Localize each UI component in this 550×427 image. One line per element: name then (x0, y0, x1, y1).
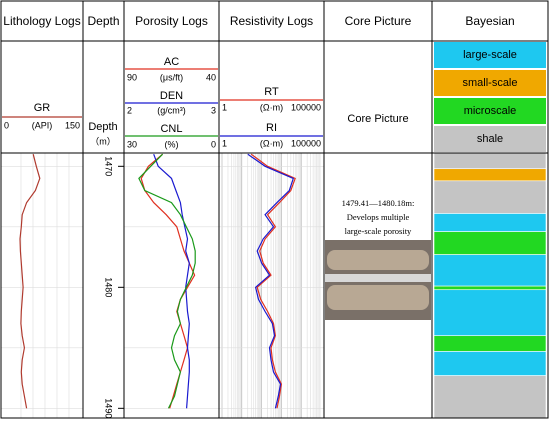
core-caption: 1479.41—1480.18m: (342, 198, 415, 208)
scale-max: 0 (211, 139, 216, 149)
legend-label: microscale (464, 105, 517, 117)
curve-name: RI (266, 122, 277, 134)
legend-box (434, 98, 546, 124)
frame (0, 0, 549, 419)
legend-box (434, 70, 546, 96)
scale-min: 1 (222, 102, 227, 112)
core-tray (325, 274, 431, 282)
legend-label: shale (477, 133, 503, 145)
facies-interval (433, 285, 547, 291)
curve-name: CNL (160, 123, 182, 135)
curve-name: RT (264, 86, 279, 98)
curve-unit: (Ω·m) (260, 138, 283, 148)
column-header: Bayesian (465, 14, 514, 28)
column-header: Depth (87, 14, 119, 28)
depth-tick-label: 1470 (104, 156, 114, 176)
core-sample (327, 285, 429, 310)
legend-box (434, 42, 546, 68)
log-curve (153, 153, 190, 409)
log-curve (19, 154, 41, 409)
core-title: Core Picture (347, 113, 408, 125)
facies-interval (433, 213, 547, 232)
scale-max: 40 (206, 72, 216, 82)
log-curve (250, 153, 296, 409)
facies-interval (433, 180, 547, 214)
core-caption: large-scale porosity (345, 226, 412, 236)
legend-label: large-scale (463, 49, 517, 61)
facies-interval (433, 375, 547, 419)
facies-interval (433, 289, 547, 337)
scale-max: 150 (65, 120, 80, 130)
facies-interval (433, 231, 547, 255)
log-curve (138, 153, 196, 409)
scale-max: 100000 (291, 138, 321, 148)
curve-name: DEN (160, 90, 183, 102)
column-header: Resistivity Logs (230, 14, 313, 28)
log-curve (140, 153, 196, 409)
core-sample (327, 250, 429, 270)
facies-interval (433, 335, 547, 352)
scale-min: 30 (127, 139, 137, 149)
legend-box (434, 126, 546, 152)
scale-max: 100000 (291, 102, 321, 112)
column-header: Core Picture (345, 14, 412, 28)
facies-interval (433, 152, 547, 170)
scale-min: 0 (4, 120, 9, 130)
curve-name: AC (164, 56, 179, 68)
scale-min: 2 (127, 105, 132, 115)
facies-interval (433, 168, 547, 182)
column-header: Lithology Logs (3, 14, 80, 28)
curve-unit: (Ω·m) (260, 102, 283, 112)
depth-tick-label: 1490 (104, 398, 114, 418)
curve-unit: (g/cm³) (157, 105, 186, 115)
facies-interval (433, 254, 547, 287)
log-curve (247, 153, 295, 409)
facies-interval (433, 351, 547, 376)
depth-unit: （m） (90, 136, 116, 146)
scale-max: 3 (211, 105, 216, 115)
scale-min: 90 (127, 72, 137, 82)
curve-name: GR (34, 102, 51, 114)
legend-label: small-scale (462, 77, 517, 89)
depth-tick-label: 1480 (104, 277, 114, 297)
column-header: Porosity Logs (135, 14, 208, 28)
curve-unit: (μs/ft) (160, 72, 183, 82)
scale-min: 1 (222, 138, 227, 148)
core-caption: Develops multiple (347, 212, 410, 222)
curve-unit: (API) (32, 120, 53, 130)
depth-label: Depth (88, 121, 117, 133)
curve-unit: (%) (165, 139, 179, 149)
